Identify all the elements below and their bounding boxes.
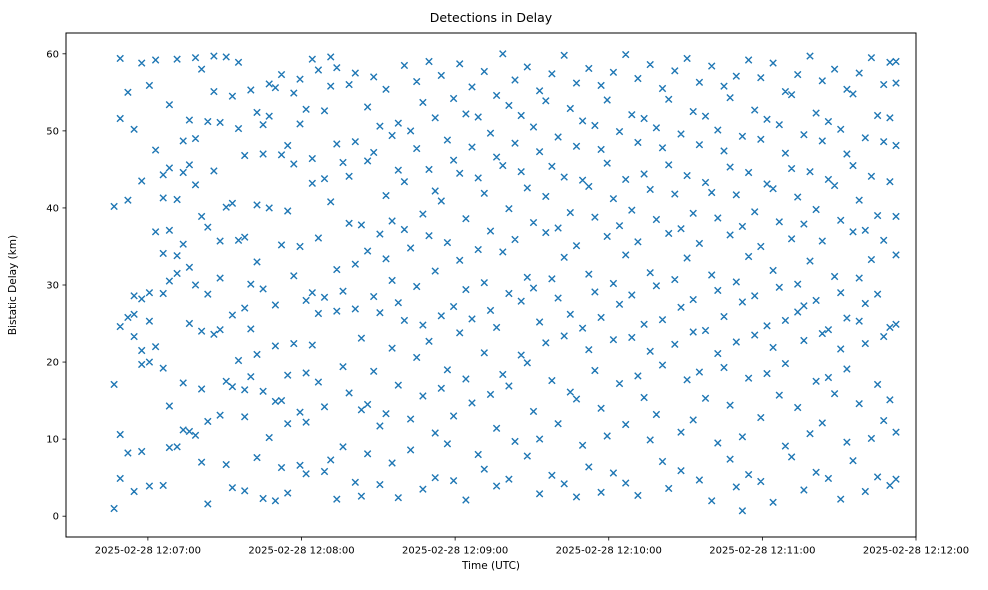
y-tick-label: 0 <box>53 512 59 523</box>
chart-title: Detections in Delay <box>430 10 553 25</box>
x-tick-label: 2025-02-28 12:07:00 <box>95 546 201 557</box>
x-tick-label: 2025-02-28 12:10:00 <box>556 546 662 557</box>
detection-markers <box>110 50 900 515</box>
y-tick-label: 30 <box>46 281 59 292</box>
x-tick-label: 2025-02-28 12:12:00 <box>863 546 969 557</box>
data-points <box>110 50 900 515</box>
y-tick-label: 50 <box>46 126 59 137</box>
x-tick-label: 2025-02-28 12:11:00 <box>709 546 815 557</box>
y-tick-label: 10 <box>46 435 59 446</box>
plot-border <box>65 32 917 538</box>
y-tick-label: 60 <box>46 49 59 60</box>
y-tick-label: 20 <box>46 358 59 369</box>
y-tick-label: 40 <box>46 203 59 214</box>
y-axis-label: Bistatic Delay (km) <box>7 235 19 335</box>
x-axis-label: Time (UTC) <box>461 560 520 572</box>
x-tick-label: 2025-02-28 12:08:00 <box>248 546 354 557</box>
y-axis-ticks: 0 10 20 30 40 50 60 <box>46 49 66 523</box>
x-tick-label: 2025-02-28 12:09:00 <box>402 546 508 557</box>
x-axis-ticks: 2025-02-28 12:07:00 2025-02-28 12:08:00 20… <box>95 537 969 557</box>
